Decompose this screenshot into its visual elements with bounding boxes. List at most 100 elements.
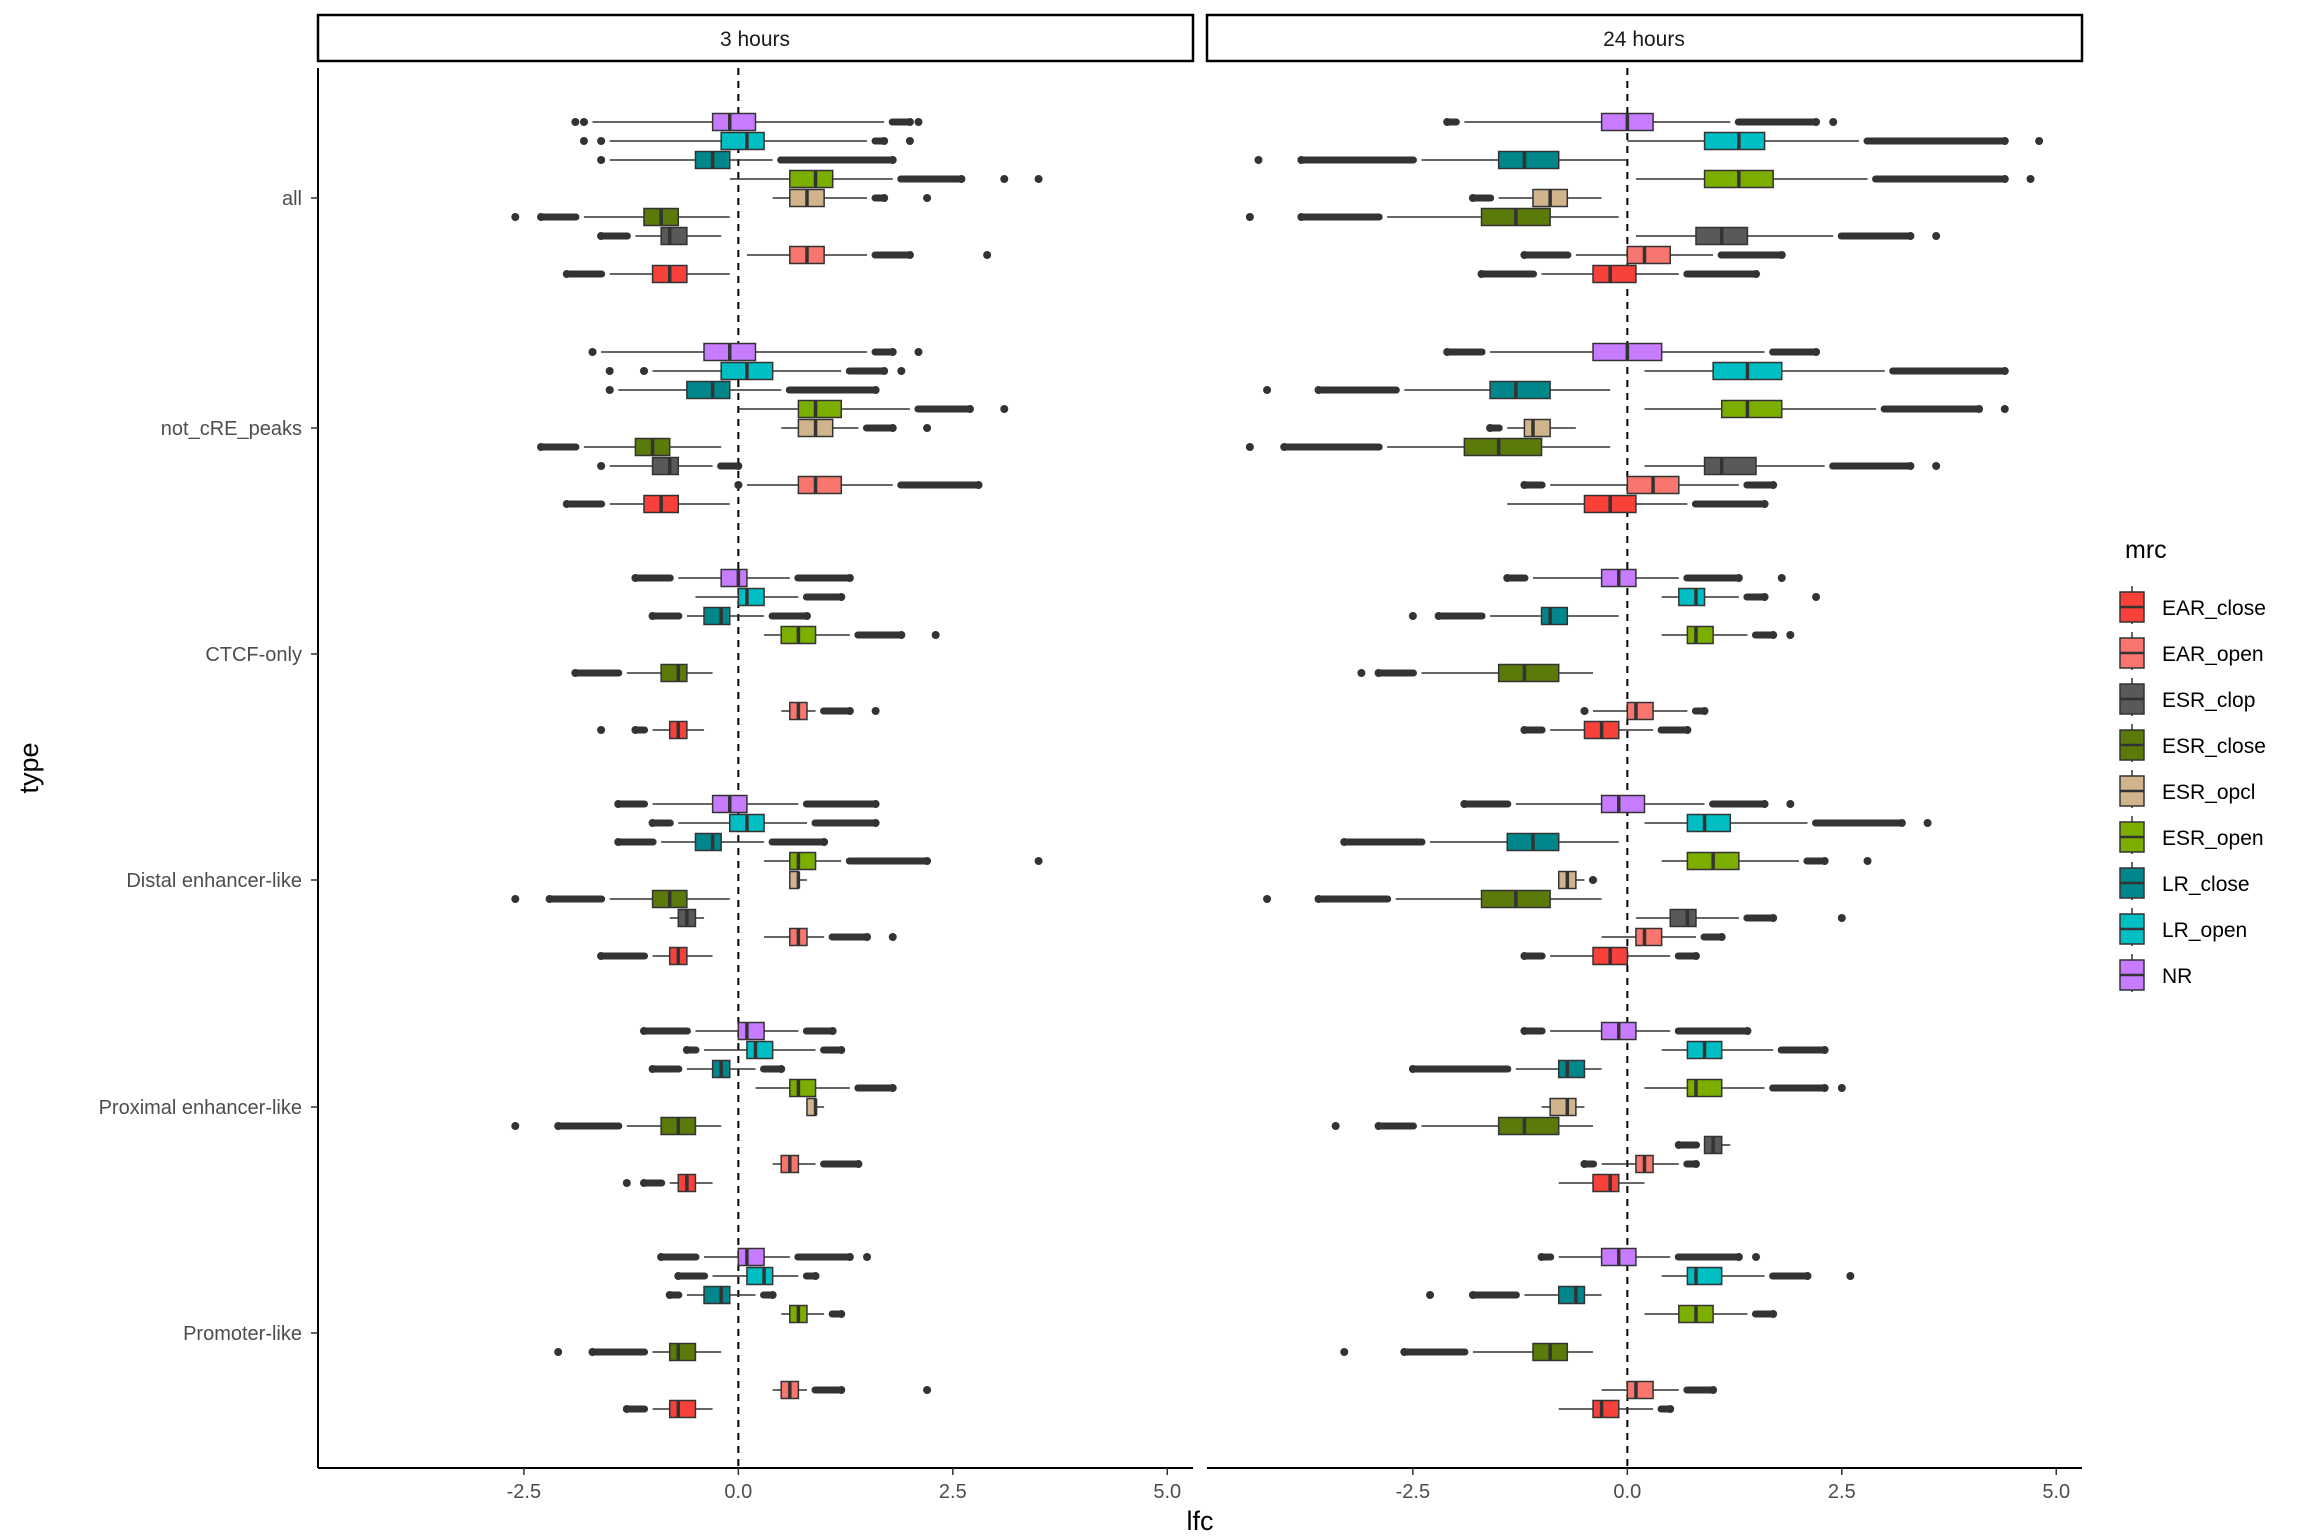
box-ESR_opcl	[806, 1097, 825, 1117]
box-LR_open	[1661, 587, 1821, 607]
box-EAR_close	[622, 1399, 713, 1419]
box-NR	[588, 342, 923, 362]
box-ESR_opcl	[772, 188, 932, 208]
outlier-point	[1374, 669, 1383, 677]
box-NR	[1503, 568, 1786, 588]
outlier-point	[597, 952, 606, 960]
outlier-point	[1400, 1348, 1409, 1356]
outlier-point	[905, 118, 914, 126]
legend-item-ESR_opcl: ESR_opcl	[2119, 770, 2255, 808]
outlier-point	[674, 1272, 683, 1280]
box-NR	[1537, 1247, 1761, 1267]
box-LR_close	[648, 1059, 786, 1079]
box-LR_close	[1254, 150, 1628, 170]
box-EAR_open	[772, 1380, 932, 1400]
outlier-point	[863, 933, 872, 941]
box-rect	[1557, 1059, 1586, 1079]
outlier-point	[888, 348, 897, 356]
legend-item-LR_close: LR_close	[2119, 862, 2250, 900]
box-LR_close	[665, 1285, 777, 1305]
box-ESR_clop	[669, 908, 705, 928]
box-NR	[1443, 112, 1838, 132]
box-LR_close	[648, 606, 811, 626]
outlier-point	[1034, 857, 1043, 865]
box-rect	[1557, 1285, 1586, 1305]
box-EAR_open	[734, 475, 983, 495]
outlier-point	[1520, 1027, 1529, 1035]
box-rect	[1703, 131, 1766, 151]
legend-item-ESR_close: ESR_close	[2119, 724, 2266, 762]
box-LR_open	[1627, 131, 2044, 151]
outlier-point	[1786, 631, 1795, 639]
box-EAR_close	[1520, 946, 1700, 966]
box-ESR_close	[554, 1342, 722, 1362]
box-LR_close	[614, 832, 829, 852]
legend-item-EAR_open: EAR_open	[2119, 632, 2264, 670]
box-NR	[639, 1021, 837, 1041]
box-rect	[1686, 813, 1732, 833]
outlier-point	[1752, 1253, 1761, 1261]
box-LR_open	[682, 1040, 846, 1060]
panel-3-hours: -2.5 0.0 2.5 5.0	[317, 68, 1193, 1503]
outlier-point	[880, 137, 889, 145]
outlier-point	[1245, 443, 1254, 451]
box-EAR_open	[1601, 927, 1726, 947]
outlier-point	[1297, 156, 1306, 164]
outlier-point	[1769, 481, 1778, 489]
outlier-point	[845, 1253, 854, 1261]
outlier-point	[1906, 462, 1915, 470]
legend-label: ESR_clop	[2162, 689, 2255, 712]
x-axis-title: lfc	[1187, 1506, 1214, 1536]
box-ESR_open	[755, 1078, 897, 1098]
outlier-point	[1932, 232, 1941, 240]
box-ESR_clop	[597, 456, 743, 476]
outlier-point	[871, 800, 880, 808]
box-EAR_close	[622, 1173, 713, 1193]
box-rect	[789, 1078, 817, 1098]
box-LR_open	[674, 1266, 820, 1286]
outlier-point	[1769, 631, 1778, 639]
box-ESR_open	[1635, 169, 2035, 189]
box-EAR_open	[746, 245, 992, 265]
outlier-point	[863, 1253, 872, 1261]
box-LR_close	[605, 380, 880, 400]
outlier-point	[1846, 1272, 1855, 1280]
outlier-point	[1263, 386, 1272, 394]
outlier-point	[1932, 462, 1941, 470]
outlier-point	[1520, 952, 1529, 960]
box-rect	[1703, 456, 1757, 476]
box-ESR_open	[764, 625, 940, 645]
box-rect	[668, 1399, 697, 1419]
outlier-point	[837, 593, 846, 601]
legend-label: ESR_close	[2162, 735, 2266, 758]
outlier-point	[1314, 386, 1323, 394]
outlier-point	[537, 213, 546, 221]
box-ESR_open	[1644, 1078, 1846, 1098]
outlier-point	[657, 1253, 666, 1261]
outlier-point	[537, 443, 546, 451]
box-LR_open	[605, 361, 906, 381]
outlier-point	[1837, 914, 1846, 922]
outlier-point	[768, 1291, 777, 1299]
outlier-point	[1263, 895, 1272, 903]
outlier-point	[1468, 1291, 1477, 1299]
box-ESR_close	[1245, 437, 1611, 457]
outlier-point	[923, 1386, 932, 1394]
box-ESR_open	[1644, 399, 2009, 419]
box-EAR_open	[1580, 1154, 1700, 1174]
outlier-point	[1769, 914, 1778, 922]
outlier-point	[648, 612, 657, 620]
outlier-point	[554, 1348, 563, 1356]
box-ESR_close	[1263, 889, 1602, 909]
outlier-point	[923, 194, 932, 202]
box-rect	[1540, 606, 1569, 626]
outlier-point	[914, 348, 923, 356]
box-ESR_open	[781, 1304, 846, 1324]
box-rect	[703, 606, 731, 626]
outlier-point	[1743, 1027, 1752, 1035]
box-rect	[711, 112, 757, 132]
outlier-point	[562, 270, 571, 278]
y-axis-title: type	[14, 742, 44, 793]
box-EAR_close	[597, 720, 705, 740]
outlier-point	[1760, 500, 1769, 508]
